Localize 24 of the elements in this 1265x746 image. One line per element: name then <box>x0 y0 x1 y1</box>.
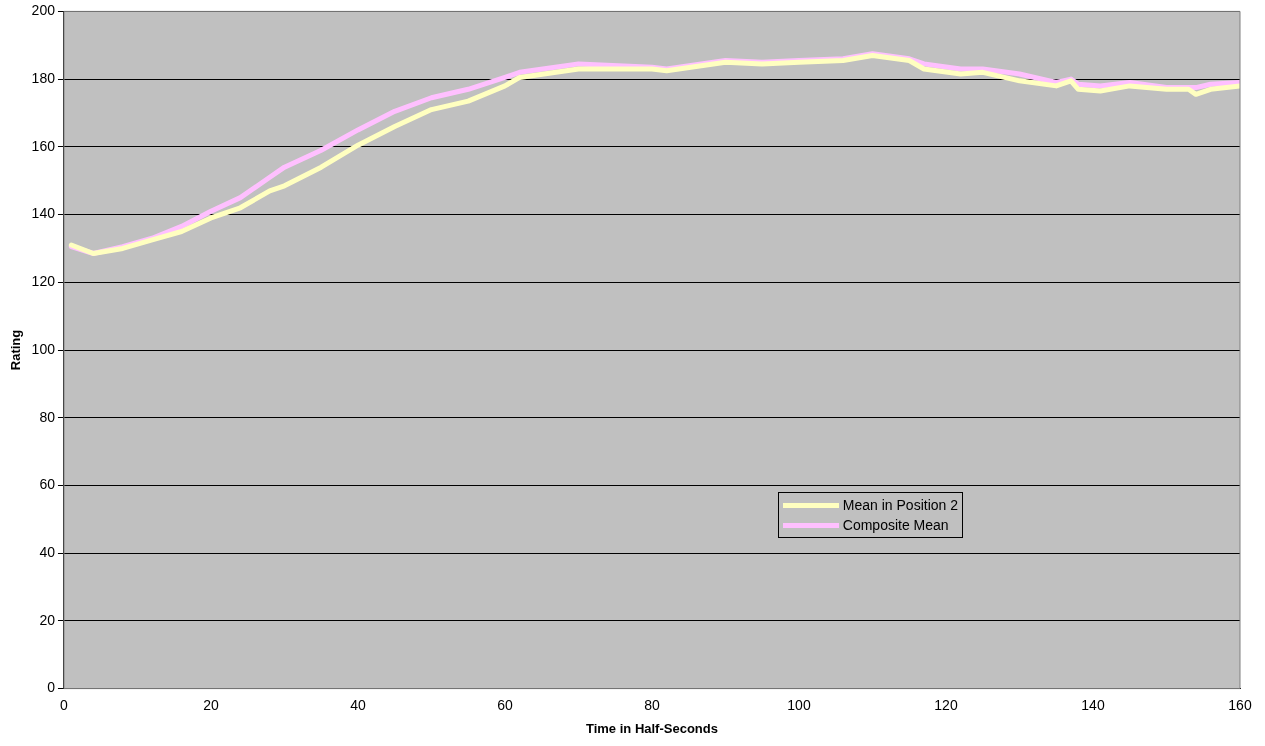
x-tick-label: 120 <box>934 696 958 713</box>
x-tick-label: 40 <box>350 696 366 713</box>
y-tick-label: 120 <box>31 273 56 290</box>
x-tick-label: 20 <box>203 696 219 713</box>
x-tick-label: 160 <box>1228 696 1252 713</box>
x-axis-title: Time in Half-Seconds <box>585 720 718 736</box>
x-tick-label: 100 <box>787 696 811 713</box>
y-tick-label: 40 <box>39 544 56 561</box>
y-tick-label: 0 <box>47 679 56 696</box>
x-tick-label: 80 <box>644 696 660 713</box>
legend-label: Mean in Position 2 <box>842 497 958 514</box>
y-axis-title: Rating <box>8 329 24 371</box>
legend-label: Composite Mean <box>842 517 949 534</box>
y-tick-label: 60 <box>39 476 56 493</box>
x-tick-label: 60 <box>497 696 513 713</box>
y-tick-label: 100 <box>31 340 56 357</box>
y-tick-label: 200 <box>31 2 56 19</box>
y-tick-label: 140 <box>31 205 56 222</box>
x-tick-label: 140 <box>1081 696 1105 713</box>
x-tick-label: 0 <box>60 696 69 713</box>
y-tick-label: 180 <box>31 69 56 86</box>
y-tick-label: 160 <box>31 137 56 154</box>
y-tick-label: 20 <box>39 611 56 628</box>
y-tick-label: 80 <box>39 408 56 425</box>
